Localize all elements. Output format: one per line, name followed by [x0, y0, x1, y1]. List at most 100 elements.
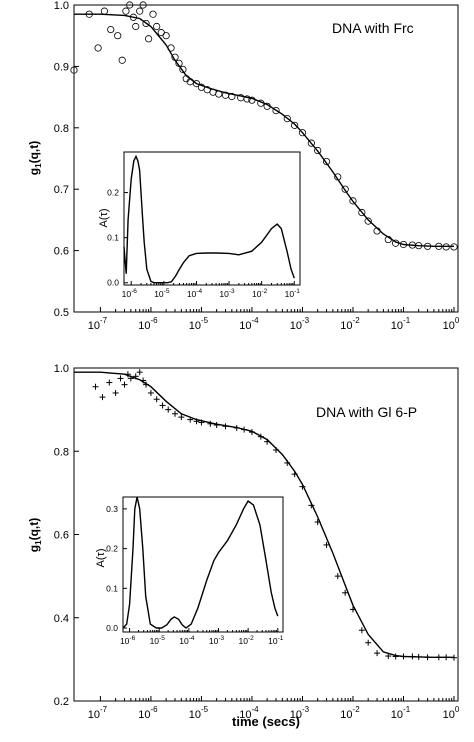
x-tick-label: 10-4 — [239, 316, 259, 332]
x-tick-label: 10-6 — [122, 288, 138, 299]
data-point — [153, 22, 161, 31]
x-tick-label: 10-1 — [391, 705, 411, 721]
panel-title: DNA with Frc — [332, 20, 414, 36]
y-tick-label: 0.6 — [54, 530, 69, 542]
svg-text:A(τ): A(τ) — [95, 548, 107, 567]
x-tick-label: 10-6 — [120, 635, 136, 646]
data-point — [126, 1, 134, 9]
y-tick-label: 0.8 — [54, 446, 69, 458]
inset-background — [124, 152, 300, 285]
data-point — [153, 396, 160, 403]
x-tick-label: 10-7 — [88, 316, 108, 332]
y-axis-label: g1(q,t) — [27, 141, 43, 175]
fit-curve — [74, 371, 454, 658]
y-tick-label: 1.0 — [54, 0, 69, 12]
y-tick-label: 1.0 — [54, 363, 69, 375]
y-tick-label: 0.0 — [106, 623, 118, 633]
x-tick-label: 10-2 — [252, 288, 268, 299]
y-tick-label: 0.9 — [54, 61, 69, 73]
data-point — [179, 65, 187, 74]
x-tick-label: 100 — [443, 705, 460, 721]
data-point — [291, 121, 299, 129]
data-point — [114, 32, 122, 40]
inset-distribution-curve — [123, 154, 295, 284]
y-tick-label: 0.2 — [107, 188, 119, 198]
data-point — [322, 157, 331, 166]
x-tick-label: 10-2 — [340, 705, 360, 721]
data-point — [272, 107, 280, 115]
x-tick-label: 10-4 — [239, 705, 259, 721]
data-point — [70, 66, 78, 74]
data-point — [178, 414, 185, 421]
data-point — [374, 650, 381, 657]
data-point — [283, 114, 291, 123]
x-tick-label: 10-1 — [268, 635, 284, 646]
data-point — [99, 394, 106, 401]
data-point — [323, 541, 330, 548]
data-point — [132, 22, 140, 31]
svg-text:A(τ): A(τ) — [98, 208, 110, 227]
y-tick-label: 0.7 — [54, 184, 69, 196]
data-point — [243, 95, 251, 103]
data-point — [100, 7, 109, 15]
data-point — [364, 217, 372, 225]
x-tick-label: 10-1 — [285, 288, 301, 299]
data-point — [192, 79, 201, 88]
x-tick-label: 10-3 — [290, 316, 310, 332]
data-point — [342, 589, 349, 596]
y-tick-label: 0.2 — [106, 544, 118, 554]
y-tick-label: 0.6 — [54, 246, 69, 258]
data-point — [122, 7, 130, 15]
x-tick-label: 10-6 — [138, 316, 158, 332]
x-tick-label: 10-4 — [179, 635, 195, 646]
x-tick-label: 10-3 — [209, 635, 225, 646]
x-tick-label: 10-5 — [189, 316, 209, 332]
data-point — [228, 92, 236, 101]
y-tick-label: 0.5 — [54, 307, 69, 319]
svg-text:g1(q,t): g1(q,t) — [27, 141, 43, 175]
data-point — [92, 383, 99, 390]
y-tick-label: 0.1 — [106, 583, 118, 593]
fit-curve — [74, 13, 454, 247]
panel-frc: DNA with Frc g1(q,t) 0.5 0.6 0.7 0.8 0.9 1.0 1… — [27, 0, 460, 332]
data-point — [365, 639, 372, 646]
y-tick-label: 0.1 — [107, 233, 119, 243]
data-point — [157, 29, 165, 37]
main-plot-frame — [73, 4, 459, 313]
data-point — [107, 25, 115, 34]
x-tick-label: 10-6 — [138, 705, 158, 721]
data-point — [349, 197, 357, 205]
x-tick-label: 10-3 — [219, 288, 235, 299]
y-axis-label: g1(q,t) — [27, 518, 43, 552]
data-point — [165, 406, 172, 413]
svg-text:g1(q,t): g1(q,t) — [27, 518, 43, 552]
x-axis-label: time (secs) — [232, 714, 300, 729]
data-point — [203, 86, 211, 94]
data-point — [112, 389, 119, 396]
data-point — [149, 10, 157, 18]
data-point — [307, 139, 315, 147]
x-tick-label: 10-5 — [150, 635, 166, 646]
data-point — [298, 129, 307, 137]
x-tick-label: 10-2 — [239, 635, 255, 646]
inset-background — [123, 497, 283, 632]
y-tick-label: 0.4 — [54, 613, 69, 625]
y-tick-label: 0.0 — [107, 278, 119, 288]
data-point — [358, 627, 365, 634]
x-tick-label: 10-2 — [340, 316, 360, 332]
data-point — [121, 381, 128, 388]
x-tick-label: 10-7 — [88, 705, 108, 721]
panel-title: DNA with Gl 6-P — [316, 404, 417, 420]
y-tick-label: 0.8 — [54, 123, 69, 135]
data-point — [118, 56, 126, 64]
data-point — [172, 410, 179, 417]
inset-y-axis-label: A(τ) — [95, 548, 107, 567]
x-tick-label: 10-5 — [189, 705, 209, 721]
panel-gl6p: DNA with Gl 6-P g1(q,t) time (secs) 0.2 0… — [27, 363, 460, 729]
data-point — [314, 146, 322, 155]
x-tick-label: 10-4 — [187, 288, 203, 299]
data-point — [145, 35, 153, 43]
x-tick-label: 10-5 — [154, 288, 170, 299]
y-tick-label: 0.3 — [106, 504, 118, 514]
